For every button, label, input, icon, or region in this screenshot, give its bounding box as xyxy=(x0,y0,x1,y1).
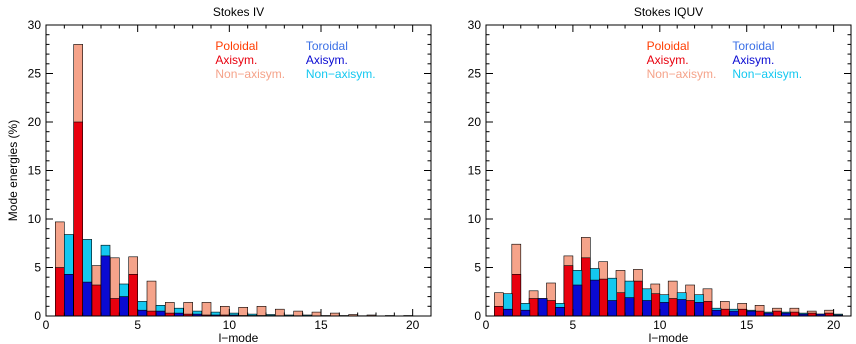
y-tick-label: 25 xyxy=(468,67,482,81)
bar-toroidal-axisym-l12 xyxy=(694,302,704,317)
bar-toroidal-axisym-l5 xyxy=(572,284,583,317)
bar-poloidal-axisym-l3 xyxy=(528,298,539,317)
bar-poloidal-total-l10 xyxy=(220,305,230,317)
x-tick-label: 15 xyxy=(740,318,754,332)
y-tick-label: 30 xyxy=(28,18,42,32)
legend-poloidal-nonaxisym: Non−axisym. xyxy=(215,67,285,81)
x-tick-label: 0 xyxy=(43,318,50,332)
bar-poloidal-axisym-l11 xyxy=(667,298,678,317)
y-tick-label: 15 xyxy=(28,164,42,178)
bar-toroidal-axisym-l6 xyxy=(155,310,166,317)
bar-poloidal-axisym-l6 xyxy=(580,257,591,317)
legend-toroidal: Toroidal xyxy=(306,39,348,53)
bar-poloidal-axisym-l6 xyxy=(146,310,157,317)
legend-toroidal-nonaxisym: Non−axisym. xyxy=(306,67,376,81)
bar-poloidal-axisym-l8 xyxy=(615,292,626,317)
bar-poloidal-total-l9 xyxy=(201,302,212,317)
bar-poloidal-total-l11 xyxy=(238,306,248,317)
y-tick-label: 15 xyxy=(468,164,482,178)
bar-poloidal-total-l13 xyxy=(274,308,285,317)
bar-poloidal-axisym-l1 xyxy=(54,267,65,317)
y-tick-label: 20 xyxy=(468,115,482,129)
bar-poloidal-axisym-l12 xyxy=(685,300,695,317)
bar-toroidal-axisym-l11 xyxy=(676,299,687,317)
bar-poloidal-axisym-l10 xyxy=(650,293,661,317)
bar-toroidal-axisym-l2 xyxy=(520,309,531,317)
bar-poloidal-axisym-l9 xyxy=(633,280,643,317)
bar-poloidal-axisym-l15 xyxy=(737,308,748,317)
y-tick-label: 10 xyxy=(28,212,42,226)
bar-poloidal-axisym-l4 xyxy=(110,298,120,317)
bar-poloidal-total-l6 xyxy=(146,280,157,317)
bar-poloidal-axisym-l3 xyxy=(91,284,102,317)
bar-toroidal-axisym-l13 xyxy=(711,309,722,317)
chart-title: Stokes IV xyxy=(213,5,264,19)
x-tick-label: 20 xyxy=(827,318,841,332)
legend-poloidal: Poloidal xyxy=(647,39,690,53)
legend-toroidal: Toroidal xyxy=(732,39,774,53)
bar-poloidal-axisym-l5 xyxy=(128,273,138,317)
bar-poloidal-axisym-l16 xyxy=(754,310,765,317)
bar-poloidal-axisym-l2 xyxy=(511,273,522,317)
x-axis-label: l−mode xyxy=(219,331,259,344)
bar-toroidal-axisym-l4 xyxy=(119,296,129,317)
bar-toroidal-axisym-l2 xyxy=(82,281,92,317)
legend-poloidal-axisym: Axisym. xyxy=(215,53,257,67)
bar-poloidal-axisym-l7 xyxy=(598,278,609,317)
x-tick-label: 20 xyxy=(406,318,420,332)
chart-panel-1: 0 5 10 15 20 0 5 10 15 20 25 30 Stokes IV l−mode Mode … xyxy=(6,5,432,344)
bar-poloidal-total-l14 xyxy=(293,310,304,317)
legend-poloidal-axisym: Axisym. xyxy=(647,53,689,67)
bar-toroidal-axisym-l4 xyxy=(555,306,565,317)
bar-toroidal-axisym-l8 xyxy=(624,297,635,317)
x-tick-label: 10 xyxy=(653,318,667,332)
y-tick-label: 0 xyxy=(474,309,481,323)
bar-poloidal-axisym-l4 xyxy=(546,300,556,317)
bar-poloidal-axisym-l5 xyxy=(563,265,574,317)
y-tick-label: 20 xyxy=(28,115,42,129)
y-tick-label: 30 xyxy=(468,18,482,32)
x-axis-label: l−mode xyxy=(649,331,689,344)
y-tick-label: 10 xyxy=(468,212,482,226)
bar-toroidal-axisym-l7 xyxy=(607,300,618,317)
bar-poloidal-axisym-l18 xyxy=(789,311,800,317)
bar-poloidal-axisym-l2 xyxy=(73,121,83,317)
y-tick-label: 25 xyxy=(28,67,42,81)
legend: PoloidalAxisym.Non−axisym.ToroidalAxisym… xyxy=(647,39,802,81)
bar-poloidal-axisym-l17 xyxy=(772,310,782,317)
x-tick-label: 10 xyxy=(223,318,237,332)
bar-toroidal-axisym-l1 xyxy=(64,273,74,317)
legend-poloidal-nonaxisym: Non−axisym. xyxy=(647,67,717,81)
bar-toroidal-axisym-l5 xyxy=(137,309,147,317)
chart-title: Stokes IQUV xyxy=(634,5,703,19)
legend-toroidal-axisym: Axisym. xyxy=(732,53,774,67)
legend-toroidal-axisym: Axisym. xyxy=(306,53,348,67)
bar-toroidal-axisym-l9 xyxy=(642,300,652,317)
legend-toroidal-nonaxisym: Non−axisym. xyxy=(732,67,802,81)
y-tick-label: 5 xyxy=(474,261,481,275)
x-tick-label: 5 xyxy=(134,318,141,332)
bar-toroidal-axisym-l3 xyxy=(537,298,548,317)
bar-poloidal-total-l12 xyxy=(256,305,267,317)
bar-toroidal-axisym-l14 xyxy=(728,310,739,317)
bar-poloidal-axisym-l14 xyxy=(719,308,730,317)
y-tick-label: 5 xyxy=(34,261,41,275)
legend-poloidal: Poloidal xyxy=(215,39,258,53)
x-tick-label: 0 xyxy=(483,318,490,332)
bar-poloidal-axisym-l13 xyxy=(702,301,713,317)
legend: PoloidalAxisym.Non−axisym.ToroidalAxisym… xyxy=(215,39,375,81)
y-tick-label: 0 xyxy=(34,309,41,323)
y-axis-label: Mode energies (%) xyxy=(6,120,20,221)
bar-toroidal-axisym-l1 xyxy=(503,308,513,317)
bar-toroidal-axisym-l15 xyxy=(746,310,757,317)
bar-toroidal-axisym-l3 xyxy=(100,255,111,317)
bar-poloidal-axisym-l1 xyxy=(494,305,504,317)
x-tick-label: 5 xyxy=(570,318,577,332)
bar-toroidal-axisym-l6 xyxy=(589,279,600,317)
bar-toroidal-axisym-l10 xyxy=(659,302,670,317)
bar-poloidal-total-l15 xyxy=(311,311,322,317)
x-tick-label: 15 xyxy=(314,318,328,332)
chart-panel-2: 0 5 10 15 20 0 5 10 15 20 25 30 Stokes IQUV l−mode Pol… xyxy=(468,5,852,344)
